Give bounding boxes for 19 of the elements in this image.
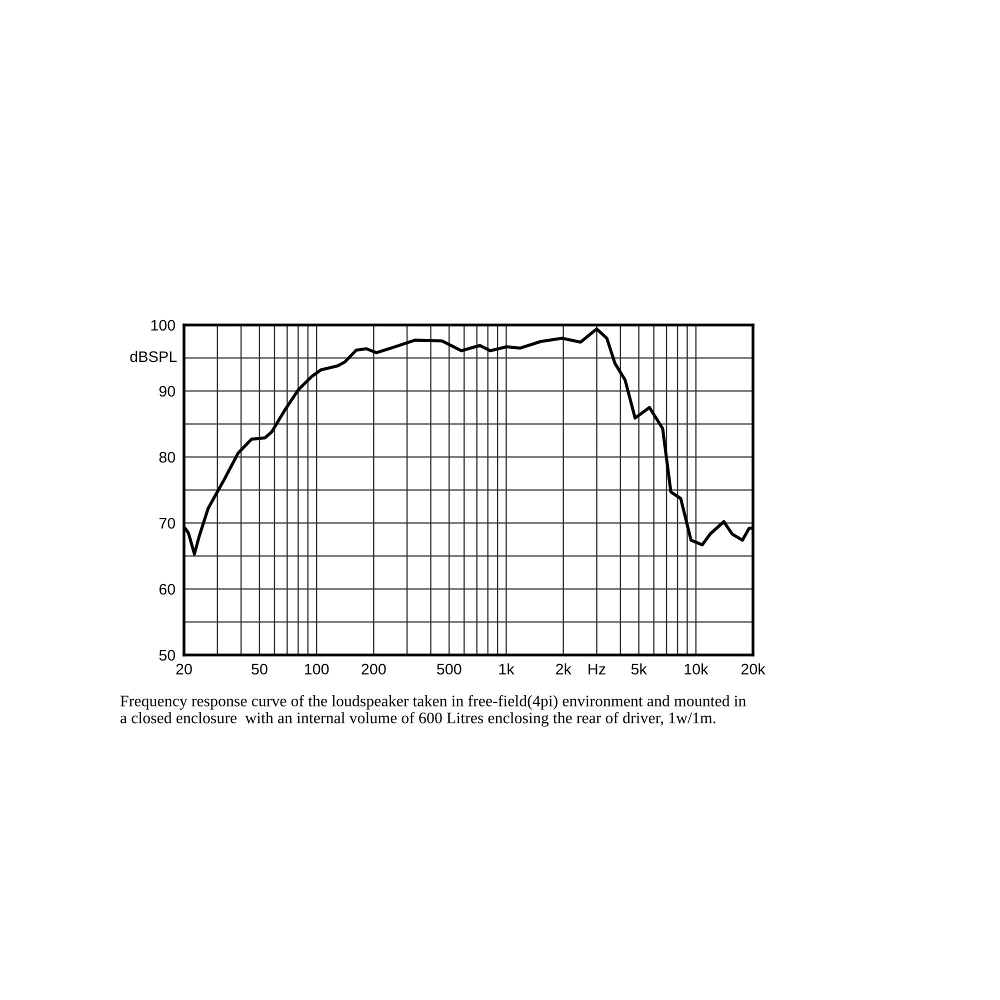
y-tick-label: 50 [159, 650, 176, 661]
y-axis-title: dBSPL [130, 350, 177, 362]
y-tick-label: 60 [159, 584, 176, 595]
x-tick-label: 1k [499, 663, 514, 674]
x-tick-label: 20k [741, 663, 766, 675]
x-tick-label: 500 [437, 664, 462, 675]
text: Frequency response curve of the loudspeaker taken in free-field(4pi) environment and mounted in a closed enclosure with an internal volume of 600 Litres enclosing the rear of driver, 1w/1m. [120, 695, 746, 727]
y-tick-label: 70 [159, 518, 176, 529]
x-tick-label: 50 [252, 664, 268, 675]
y-tick-label: 100 [151, 320, 176, 331]
y-tick-label: 80 [159, 452, 176, 463]
x-tick-label: Hz [588, 664, 606, 674]
x-tick-label: 20 [176, 664, 192, 675]
x-tick-label: 200 [362, 664, 386, 675]
x-tick-label: 10k [684, 663, 708, 675]
y-tick-label: 90 [159, 386, 176, 397]
x-tick-label: 2k [556, 663, 572, 674]
x-tick-label: 5k [631, 663, 647, 675]
x-tick-label: 100 [304, 664, 329, 675]
